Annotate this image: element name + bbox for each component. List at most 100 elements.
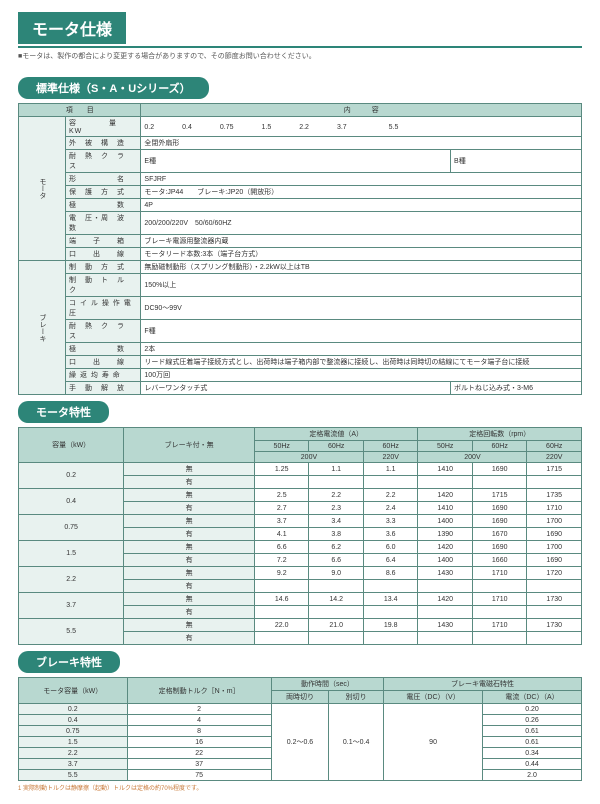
t2-cur: 4.1: [254, 528, 308, 541]
h-c60a: 60Hz: [309, 441, 363, 452]
t2-rpm: 1390: [418, 528, 472, 541]
t2-cur: 8.6: [363, 567, 418, 580]
t2-cur: 22.0: [254, 619, 308, 632]
side-motor: モータ: [19, 117, 66, 261]
t2-cur: 3.6: [363, 528, 418, 541]
r9v: モータリード本数:3本（端子台方式）: [141, 248, 582, 261]
t2-rpm: [418, 580, 472, 593]
h3-t1: 両時切り: [271, 691, 328, 704]
t2-cur: 1.25: [254, 463, 308, 476]
t2-rpm: 1700: [527, 515, 582, 528]
h3-t2: 別切り: [329, 691, 384, 704]
h-v220b: 220V: [527, 452, 582, 463]
h-c60b: 60Hz: [363, 441, 418, 452]
r16l: 繰 返 均 寿 命: [66, 369, 141, 382]
t2-rpm: 1420: [418, 593, 472, 606]
t2-cur: [254, 606, 308, 619]
t2-cur: 7.2: [254, 554, 308, 567]
t2-cur: 9.2: [254, 567, 308, 580]
h-v220: 220V: [363, 452, 418, 463]
t2-rpm: 1735: [527, 489, 582, 502]
t2-brk: 無: [124, 541, 255, 554]
h-cur: 定格電流値（A）: [254, 428, 417, 441]
t2-cur: [254, 632, 308, 645]
r7v: 200/200/220V 50/60/60HZ: [141, 212, 582, 235]
t2-cur: 6.2: [309, 541, 363, 554]
r3vb: B種: [451, 150, 582, 173]
t2-rpm: [472, 632, 526, 645]
t2-cur: 2.5: [254, 489, 308, 502]
r7l: 電 圧・周 波 数: [66, 212, 141, 235]
t2-kw: 0.2: [19, 463, 124, 489]
t3-kw: 0.4: [19, 715, 128, 726]
t2-brk: 有: [124, 606, 255, 619]
t2-cur: 6.0: [363, 541, 418, 554]
t2-rpm: [527, 632, 582, 645]
h-item: 項 目: [19, 104, 141, 117]
spec-table: 項 目内 容 モータ 容 量 KW0.2 0.4 0.75 1.5 2.2 3.…: [18, 103, 582, 395]
t3-tq: 2: [127, 704, 271, 715]
t3-tq: 4: [127, 715, 271, 726]
t2-rpm: 1430: [418, 619, 472, 632]
h-r50: 50Hz: [418, 441, 472, 452]
t2-brk: 無: [124, 489, 255, 502]
r17l: 手 動 解 放: [66, 382, 141, 395]
r8v: ブレーキ電源用整流器内蔵: [141, 235, 582, 248]
r5v: モータ:JP44 ブレーキ:JP20（開放形）: [141, 186, 582, 199]
t3-a: 0.44: [483, 759, 582, 770]
t2-cur: [254, 580, 308, 593]
t2-cur: 6.6: [254, 541, 308, 554]
r2l: 外 被 構 造: [66, 137, 141, 150]
h-brk: ブレーキ付・無: [124, 428, 255, 463]
t2-cur: 2.2: [363, 489, 418, 502]
t3-tq: 22: [127, 748, 271, 759]
t2-brk: 無: [124, 593, 255, 606]
t2-kw: 2.2: [19, 567, 124, 593]
r15l: 口 出 線: [66, 356, 141, 369]
t2-rpm: 1690: [527, 528, 582, 541]
t2-rpm: 1710: [472, 567, 526, 580]
t3-kw: 0.75: [19, 726, 128, 737]
t2-rpm: 1720: [527, 567, 582, 580]
t3-kw: 2.2: [19, 748, 128, 759]
t2-rpm: [418, 606, 472, 619]
t2-rpm: 1690: [472, 541, 526, 554]
t2-rpm: 1670: [472, 528, 526, 541]
r2v: 全閉外扇形: [141, 137, 582, 150]
r1l: 容 量 KW: [66, 117, 141, 137]
t3-kw: 0.2: [19, 704, 128, 715]
r3l: 耐 熱 ク ラ ス: [66, 150, 141, 173]
r12v: DC90〜99V: [141, 297, 582, 320]
t3-kw: 1.5: [19, 737, 128, 748]
t2-brk: 有: [124, 502, 255, 515]
r4l: 形 名: [66, 173, 141, 186]
t2-cur: 6.4: [363, 554, 418, 567]
h-v200: 200V: [254, 452, 363, 463]
t2-rpm: 1715: [472, 489, 526, 502]
t2-cur: 19.8: [363, 619, 418, 632]
t2-brk: 有: [124, 580, 255, 593]
t2-brk: 有: [124, 554, 255, 567]
r11v: 150%以上: [141, 274, 582, 297]
r14l: 極 数: [66, 343, 141, 356]
t2-rpm: [527, 476, 582, 489]
r10l: 制 動 方 式: [66, 261, 141, 274]
section3-header: ブレーキ特性: [18, 651, 120, 673]
t2-cur: 2.4: [363, 502, 418, 515]
t2-cur: 14.6: [254, 593, 308, 606]
t2-cur: 21.0: [309, 619, 363, 632]
t2-rpm: [418, 632, 472, 645]
h-cap: 容量（kW）: [19, 428, 124, 463]
t2-rpm: 1690: [472, 515, 526, 528]
t3-v: 90: [384, 704, 483, 781]
t2-kw: 3.7: [19, 593, 124, 619]
t3-t1: 0.2〜0.6: [271, 704, 328, 781]
t2-cur: [363, 606, 418, 619]
t2-rpm: 1710: [472, 593, 526, 606]
r8l: 端 子 箱: [66, 235, 141, 248]
t2-rpm: [472, 606, 526, 619]
t2-rpm: [527, 580, 582, 593]
t2-rpm: 1660: [472, 554, 526, 567]
r12l: コ イ ル 操 作 電 圧: [66, 297, 141, 320]
t2-brk: 無: [124, 619, 255, 632]
